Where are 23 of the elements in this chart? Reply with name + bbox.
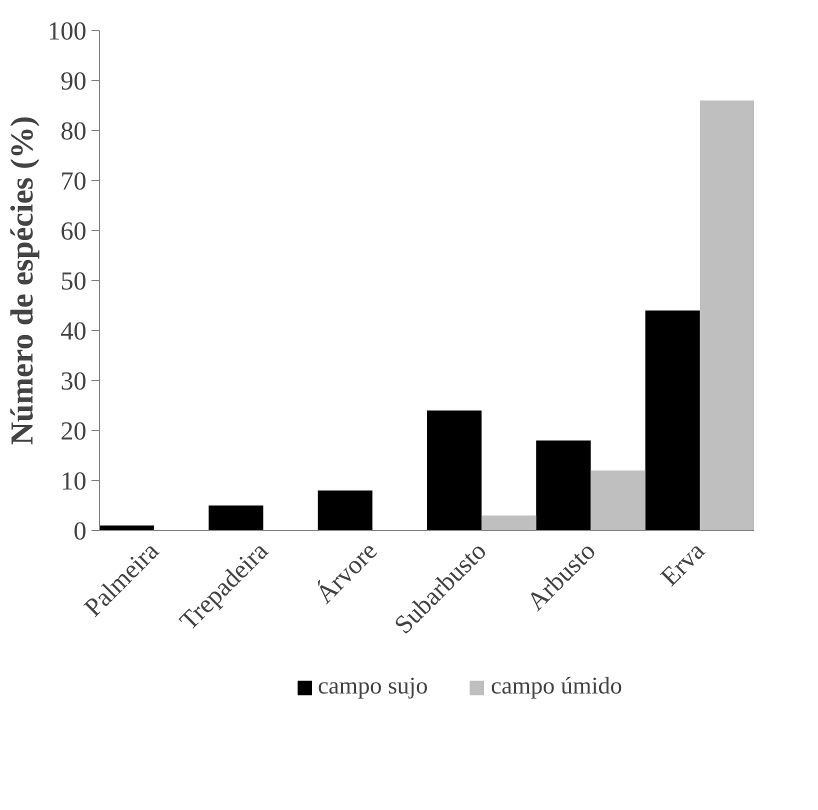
bar xyxy=(427,410,482,530)
bar xyxy=(536,440,591,530)
y-tick-label: 0 xyxy=(74,516,86,546)
bar xyxy=(208,506,264,530)
bar xyxy=(645,310,700,530)
legend-label: campo sujo xyxy=(318,674,428,700)
bar xyxy=(318,490,372,530)
bar xyxy=(590,470,646,530)
bar xyxy=(482,516,536,530)
y-tick-label: 20 xyxy=(60,416,86,446)
legend-label: campo úmido xyxy=(490,674,622,700)
bar xyxy=(700,100,754,530)
y-tick-label: 90 xyxy=(60,66,86,96)
y-tick-label: 50 xyxy=(60,266,86,296)
y-tick-label: 80 xyxy=(60,116,86,146)
x-tick-label: Erva xyxy=(654,536,710,592)
y-tick-label: 60 xyxy=(60,216,86,246)
y-tick-label: 30 xyxy=(60,366,86,396)
y-tick-label: 40 xyxy=(60,316,86,346)
y-tick-label: 70 xyxy=(60,166,86,196)
y-tick-label: 100 xyxy=(48,16,86,46)
y-tick-label: 10 xyxy=(60,466,86,496)
y-axis-title: Número de espécies (%) xyxy=(4,116,40,446)
